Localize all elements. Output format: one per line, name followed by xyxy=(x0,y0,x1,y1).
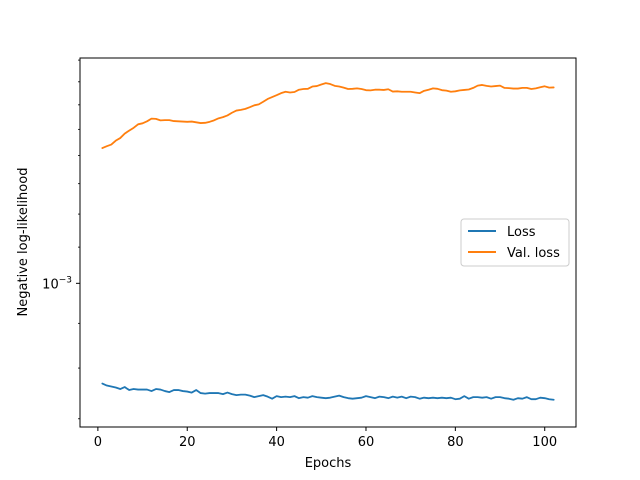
x-tick-label: 80 xyxy=(447,435,464,450)
x-tick-label: 100 xyxy=(532,435,557,450)
axes-frame xyxy=(79,57,577,428)
x-axis-label: Epochs xyxy=(305,456,352,471)
y-axis-label: Negative log-likelihood xyxy=(16,168,31,317)
series-line-val-loss xyxy=(101,82,555,149)
plot-area xyxy=(101,82,555,401)
x-tick-label: 20 xyxy=(179,435,196,450)
legend-label-loss: Loss xyxy=(507,225,536,240)
x-tick-label: 40 xyxy=(268,435,285,450)
x-tick-label: 60 xyxy=(358,435,375,450)
legend-label-val-loss: Val. loss xyxy=(507,246,560,261)
series-line-loss xyxy=(101,382,555,401)
y-tick-label: 10−3 xyxy=(42,275,72,292)
x-axis: 0 20 40 60 80 100 xyxy=(94,427,557,450)
x-tick-label: 0 xyxy=(94,435,102,450)
legend: Loss Val. loss xyxy=(460,218,570,267)
